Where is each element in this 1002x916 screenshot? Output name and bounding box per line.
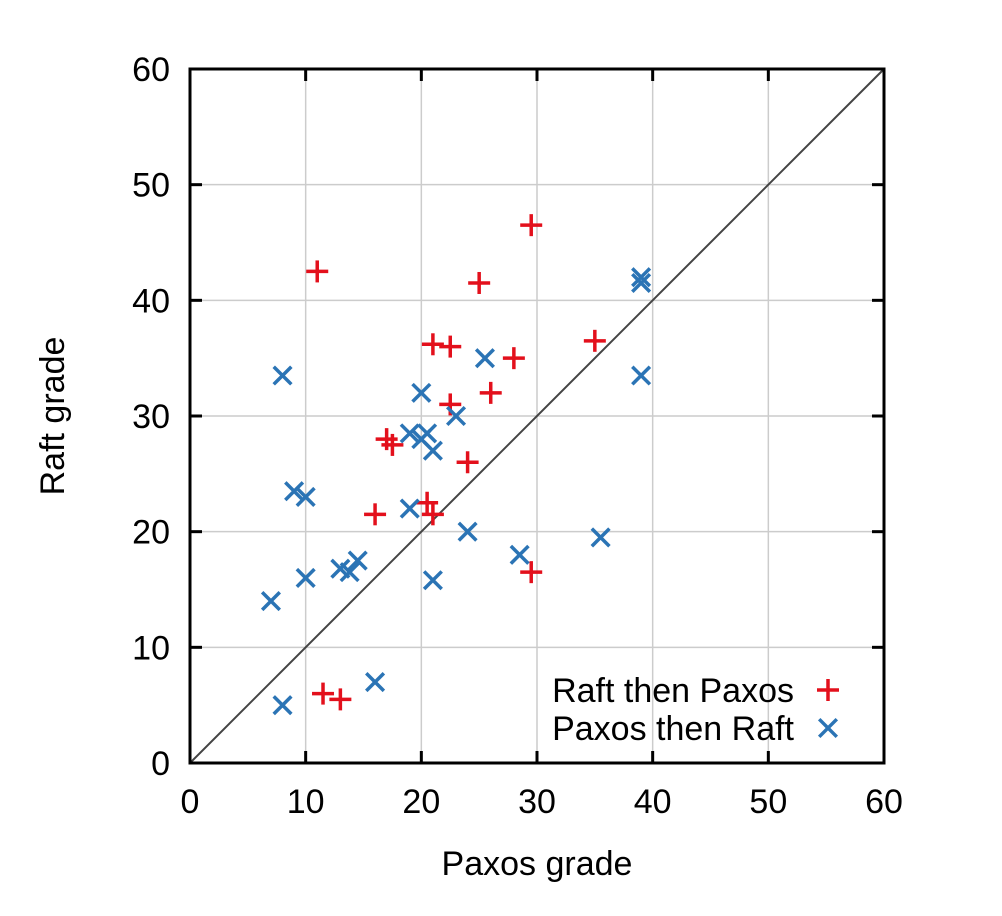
raft-then-paxos-point: [439, 335, 462, 358]
raft-then-paxos-point: [364, 503, 387, 526]
paxos-then-raft-point: [272, 365, 293, 386]
x-axis-label: Paxos grade: [442, 845, 633, 883]
y-tick-label: 30: [132, 398, 170, 436]
raft-then-paxos-point: [421, 503, 444, 526]
paxos-then-raft-point: [272, 695, 293, 716]
raft-then-paxos-point: [479, 381, 502, 404]
paxos-then-raft-point: [422, 570, 443, 591]
raft-then-paxos-point: [421, 333, 444, 356]
paxos-then-raft-point: [284, 481, 305, 502]
paxos-then-raft-point: [399, 498, 420, 519]
paxos-then-raft-point: [631, 267, 652, 288]
y-tick-label: 20: [132, 514, 170, 552]
raft-then-paxos-point: [306, 260, 329, 283]
raft-then-paxos-point: [583, 329, 606, 352]
paxos-then-raft-point: [417, 423, 438, 444]
reference-diagonal-line: [189, 68, 885, 764]
legend-label-paxos-then-raft: Paxos then Raft: [552, 710, 794, 748]
paxos-then-raft-point: [295, 567, 316, 588]
paxos-then-raft-point: [509, 544, 530, 565]
paxos-then-raft-point: [445, 405, 467, 427]
raft-then-paxos-point: [520, 561, 543, 584]
paxos-then-raft-point: [295, 486, 316, 508]
raft-then-paxos-point: [520, 214, 543, 237]
paxos-then-raft-point: [590, 527, 611, 548]
paxos-then-raft-point: [457, 521, 478, 542]
raft-then-paxos-point: [502, 347, 525, 370]
paxos-then-raft-point: [411, 382, 432, 403]
legend-marker-plus: [817, 679, 839, 701]
raft-then-paxos-point: [312, 682, 335, 705]
x-tick-label: 20: [402, 783, 440, 821]
x-tick-label: 30: [518, 783, 556, 821]
raft-then-paxos-point: [416, 491, 439, 514]
raft-then-paxos-point: [456, 451, 479, 474]
raft-then-paxos-point: [381, 433, 404, 456]
raft-then-paxos-point: [329, 688, 352, 711]
x-tick-label: 40: [634, 783, 672, 821]
x-tick-label: 10: [287, 783, 325, 821]
paxos-then-raft-point: [365, 671, 386, 693]
x-tick-label: 60: [865, 783, 903, 821]
paxos-then-raft-point: [339, 562, 360, 583]
paxos-then-raft-point: [399, 423, 420, 444]
y-tick-label: 10: [132, 629, 170, 667]
legend-label-raft-then-paxos: Raft then Paxos: [552, 672, 794, 710]
y-axis-label: Raft grade: [34, 337, 72, 496]
y-tick-label: 50: [132, 167, 170, 205]
y-tick-label: 40: [132, 282, 170, 320]
paxos-then-raft-point: [347, 550, 368, 571]
legend: Raft then Paxos Paxos then Raft: [552, 672, 839, 748]
axis-ticks: 0 10 20 30 40 50 60 0 10 20 30 40 50 60: [132, 51, 903, 821]
legend-marker-cross: [817, 717, 839, 739]
legend-markers: [817, 679, 839, 739]
raft-then-paxos-point: [468, 271, 491, 294]
paxos-then-raft-point: [260, 591, 282, 612]
x-tick-label: 50: [749, 783, 787, 821]
paxos-then-raft-point: [422, 440, 443, 461]
x-tick-label: 0: [181, 783, 200, 821]
y-tick-label: 0: [151, 745, 170, 783]
data-points: [260, 214, 652, 716]
paxos-then-raft-point: [631, 365, 652, 386]
paxos-then-raft-point: [474, 348, 495, 369]
raft-then-paxos-point: [375, 428, 398, 451]
paxos-then-raft-point: [631, 272, 652, 294]
y-tick-label: 60: [132, 51, 170, 89]
